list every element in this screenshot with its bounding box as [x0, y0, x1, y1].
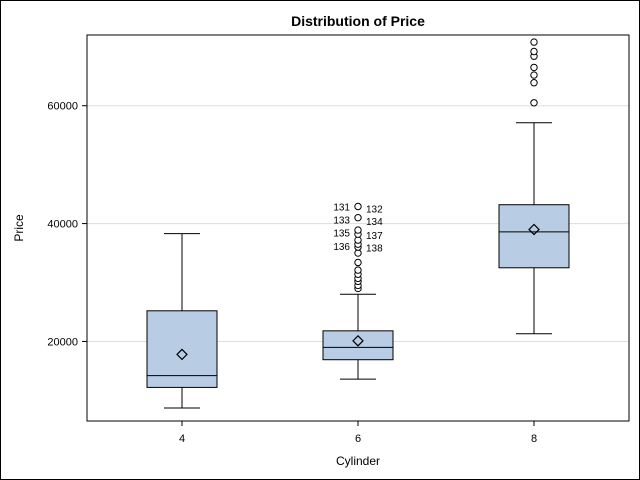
x-axis-label: Cylinder: [336, 454, 380, 468]
mean-marker: [176, 348, 188, 361]
outlier-label: 132: [366, 204, 383, 215]
outlier-point: [530, 63, 538, 72]
outlier-point: [354, 258, 362, 267]
outlier-label: 136: [333, 242, 350, 253]
outlier-point: [530, 79, 538, 87]
x-tick-label: 4: [179, 433, 185, 445]
iqr-box: [498, 204, 570, 269]
outlier-label: 131: [333, 202, 350, 213]
outlier-point: [530, 99, 538, 107]
outlier-point: [354, 213, 362, 222]
x-tick-label: 6: [355, 433, 361, 445]
outlier-point: [530, 71, 538, 79]
x-tick-label: 8: [531, 433, 537, 445]
outlier-point: [354, 266, 362, 274]
chart-title: Distribution of Price: [291, 13, 425, 29]
outlier-label: 138: [366, 244, 383, 255]
y-tick-label: 60000: [47, 101, 78, 113]
outlier-label: 137: [366, 231, 383, 242]
outlier-point: [530, 47, 538, 56]
y-tick-label: 40000: [47, 219, 78, 231]
outlier-point: [354, 202, 362, 211]
axes: 20000 40000 60000 4 6 8: [47, 101, 537, 445]
outlier-label: 134: [366, 217, 383, 228]
mean-marker: [352, 335, 364, 347]
y-axis-label: Price: [12, 214, 26, 242]
outlier-label: 133: [333, 215, 350, 226]
outlier-point: [530, 38, 538, 46]
outlier-label: 135: [333, 228, 350, 239]
mean-marker: [528, 223, 540, 236]
y-tick-label: 20000: [47, 336, 78, 348]
box-marks: 131 132 133 134 135 137 136 138: [146, 38, 570, 409]
outlier-point: [354, 226, 362, 234]
